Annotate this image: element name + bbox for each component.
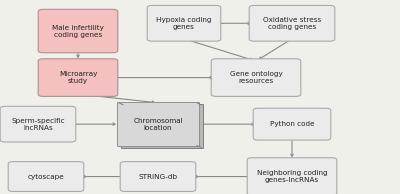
FancyBboxPatch shape (247, 158, 337, 194)
FancyBboxPatch shape (147, 5, 221, 41)
FancyBboxPatch shape (38, 59, 118, 96)
Text: STRING-db: STRING-db (138, 174, 178, 179)
Text: Microarray
study: Microarray study (59, 71, 97, 84)
Text: Neighboring coding
genes-lncRNAs: Neighboring coding genes-lncRNAs (257, 170, 327, 183)
FancyBboxPatch shape (121, 104, 203, 148)
Text: Chromosomal
location: Chromosomal location (133, 118, 183, 131)
Text: Hypoxia coding
genes: Hypoxia coding genes (156, 17, 212, 30)
Text: Oxidative stress
coding genes: Oxidative stress coding genes (263, 17, 321, 30)
Text: Gene ontology
resources: Gene ontology resources (230, 71, 282, 84)
Text: Male infertility
coding genes: Male infertility coding genes (52, 24, 104, 38)
FancyBboxPatch shape (117, 102, 199, 146)
FancyBboxPatch shape (8, 162, 84, 191)
Text: Sperm-specific
lncRNAs: Sperm-specific lncRNAs (11, 118, 65, 131)
FancyBboxPatch shape (249, 5, 335, 41)
FancyBboxPatch shape (120, 162, 196, 191)
Text: Python code: Python code (270, 121, 314, 127)
FancyBboxPatch shape (253, 108, 331, 140)
FancyBboxPatch shape (0, 106, 76, 142)
Text: cytoscape: cytoscape (28, 174, 64, 179)
FancyBboxPatch shape (38, 9, 118, 53)
FancyBboxPatch shape (211, 59, 301, 96)
